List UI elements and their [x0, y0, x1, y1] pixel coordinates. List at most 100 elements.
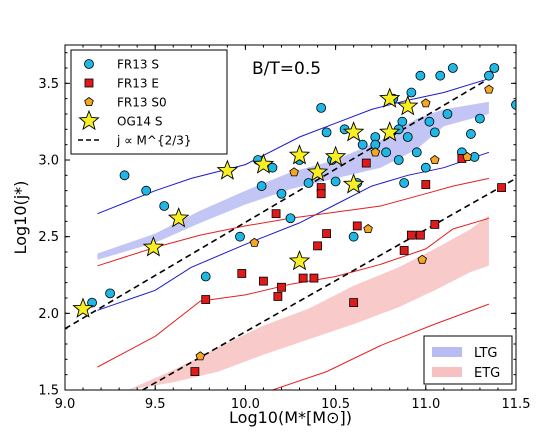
data-point: [435, 70, 446, 81]
data-point: [141, 185, 152, 196]
band-legend-swatch: [432, 347, 462, 357]
legend-label: FR13 S: [117, 58, 159, 72]
data-point: [415, 70, 426, 81]
data-point: [399, 178, 410, 188]
data-point: [342, 121, 365, 142]
data-point: [316, 189, 326, 199]
data-point: [421, 98, 431, 108]
legend: FR13 S FR13 E FR13 S0 OG14 S j ∝ M^{2/3}: [70, 49, 228, 155]
data-point: [276, 188, 287, 199]
data-point: [406, 87, 417, 98]
data-point: [298, 273, 308, 283]
data-point: [352, 221, 362, 231]
data-point: [447, 63, 458, 73]
data-point: [256, 181, 267, 191]
data-point: [249, 237, 260, 247]
series-og14-s: [72, 87, 419, 318]
data-point: [349, 298, 359, 308]
data-point: [105, 288, 115, 299]
data-point: [357, 139, 368, 150]
data-point: [237, 269, 247, 278]
data-point: [379, 121, 401, 142]
legend-marker: [84, 97, 94, 106]
data-point: [119, 170, 130, 181]
data-point: [429, 127, 440, 138]
chart-annotation: B/T=0.5: [252, 59, 321, 79]
data-point: [159, 201, 170, 211]
data-point: [511, 99, 516, 110]
band-legend-swatch: [432, 367, 462, 377]
legend-label: FR13 E: [117, 77, 159, 91]
data-point: [442, 109, 453, 119]
band-legend-label: ETG: [474, 366, 500, 381]
data-point: [252, 153, 275, 174]
x-tick-label: 11.0: [411, 397, 440, 412]
y-tick-label: 3.5: [38, 77, 59, 92]
data-point: [381, 147, 392, 158]
data-point: [489, 63, 500, 73]
etg-line-0: [97, 177, 490, 267]
data-point: [348, 231, 359, 242]
data-point: [411, 147, 422, 158]
data-point: [324, 145, 347, 167]
data-point: [167, 207, 190, 228]
plot-area: [65, 63, 516, 390]
data-point: [342, 173, 365, 194]
data-point: [303, 178, 314, 188]
data-point: [406, 230, 416, 240]
data-point: [273, 292, 283, 301]
data-point: [316, 102, 327, 113]
y-tick-label: 2.5: [38, 230, 59, 245]
data-point: [289, 167, 299, 177]
x-tick-label: 9.5: [145, 397, 166, 412]
data-point: [415, 230, 425, 240]
ltg-band: [97, 101, 489, 260]
data-point: [321, 127, 332, 138]
legend-marker: [84, 59, 94, 69]
legend-label: FR13 S0: [117, 96, 167, 110]
data-point: [322, 229, 331, 239]
data-point: [142, 236, 165, 257]
data-point: [190, 367, 200, 377]
y-axis-label: Log10(j*): [11, 181, 30, 255]
data-point: [363, 224, 373, 234]
data-point: [475, 113, 485, 124]
data-point: [421, 180, 431, 189]
x-tick-label: 10.0: [231, 397, 260, 412]
data-point: [288, 144, 311, 165]
data-point: [271, 209, 281, 219]
plot-frame: [64, 44, 517, 391]
series-fr13-s0: [195, 84, 494, 361]
series-fr13-s: [87, 63, 516, 308]
ltg-line-0: [97, 78, 490, 215]
x-axis-label: Log10(M*[M⊙]): [229, 408, 352, 427]
reference-line-0: [65, 78, 490, 330]
data-point: [379, 87, 401, 108]
band-legend-label: LTG: [474, 346, 497, 361]
data-point: [288, 249, 311, 271]
data-point: [430, 219, 440, 229]
data-point: [484, 70, 494, 81]
data-point: [195, 351, 206, 361]
y-tick-label: 3.0: [38, 154, 59, 169]
data-point: [235, 231, 245, 242]
data-point: [420, 162, 431, 173]
data-point: [462, 151, 473, 162]
data-point: [417, 254, 427, 264]
data-point: [465, 129, 476, 139]
data-point: [361, 158, 371, 168]
x-tick-label: 10.5: [321, 397, 350, 412]
legend-marker: [78, 109, 100, 131]
data-point: [259, 276, 268, 286]
band-legend: LTG ETG: [423, 335, 513, 385]
legend-label: j ∝ M^{2/3}: [116, 134, 192, 148]
data-point: [397, 95, 419, 116]
data-point: [497, 183, 506, 193]
data-point: [402, 132, 413, 142]
data-point: [399, 246, 409, 255]
data-point: [330, 176, 341, 187]
data-point: [216, 159, 239, 180]
data-point: [430, 155, 440, 165]
data-point: [484, 84, 494, 94]
